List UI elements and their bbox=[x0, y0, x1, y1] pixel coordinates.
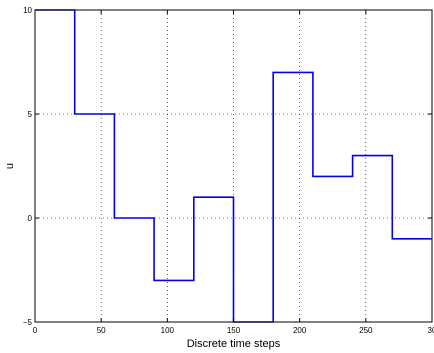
x-tick-label: 30 bbox=[428, 326, 434, 335]
y-axis-label: u bbox=[4, 163, 16, 169]
x-tick-label: 100 bbox=[161, 326, 175, 335]
y-tick-label: −5 bbox=[23, 318, 33, 327]
grid bbox=[35, 10, 432, 322]
x-tick-label: 200 bbox=[293, 326, 307, 335]
y-tick-label: 10 bbox=[23, 6, 32, 15]
y-tick-label: 5 bbox=[28, 110, 33, 119]
series-line bbox=[35, 9, 432, 323]
x-tick-label: 150 bbox=[227, 326, 241, 335]
series-u bbox=[35, 9, 432, 323]
y-tick-label: 0 bbox=[28, 214, 33, 223]
x-tick-label: 250 bbox=[359, 326, 373, 335]
x-tick-label: 50 bbox=[97, 326, 106, 335]
x-axis-label: Discrete time steps bbox=[187, 338, 281, 350]
x-tick-label: 0 bbox=[33, 326, 38, 335]
